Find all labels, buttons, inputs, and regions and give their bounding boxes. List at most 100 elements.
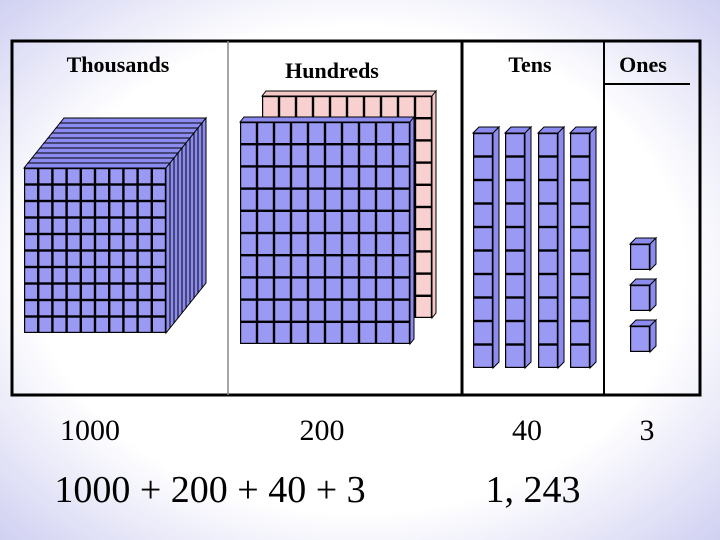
thousand-layer-cell bbox=[53, 268, 66, 283]
hundred-flat-cell bbox=[309, 167, 324, 188]
hundred-flat-cell bbox=[326, 123, 341, 143]
thousand-layer-cell bbox=[138, 202, 151, 217]
thousand-layer-cell bbox=[53, 317, 66, 332]
hundred-flat-cell bbox=[343, 234, 358, 254]
hundred-flat-cell bbox=[292, 256, 307, 277]
hundred-flat-cell bbox=[326, 300, 341, 321]
hundred-flat-cell bbox=[377, 256, 392, 277]
hundred-flat-cell bbox=[309, 323, 324, 343]
hundred-flat-cell bbox=[314, 97, 329, 117]
hundred-flat-cell bbox=[343, 300, 358, 321]
thousand-layer-cell bbox=[153, 169, 165, 184]
hundred-flat-cell bbox=[377, 167, 392, 188]
thousand-layer-cell bbox=[53, 202, 66, 217]
hundred-flat-cell bbox=[394, 123, 409, 143]
thousand-layer-cell bbox=[67, 169, 80, 184]
hundred-flat-cell bbox=[377, 278, 392, 299]
thousand-layer-cell bbox=[82, 235, 94, 250]
value: 200 bbox=[300, 414, 345, 447]
thousand-layer-cell bbox=[82, 301, 94, 316]
thousand-layer-cell bbox=[53, 169, 66, 184]
hundred-flat-cell bbox=[394, 300, 409, 321]
hundred-flat-cell bbox=[416, 252, 431, 273]
hundred-flat-cell bbox=[292, 234, 307, 254]
ten-rod-cell bbox=[571, 181, 589, 203]
hundred-flat-cell bbox=[263, 97, 278, 117]
block-side bbox=[492, 125, 500, 370]
thousand-layer-cell bbox=[67, 185, 80, 200]
hundred-flat-cell bbox=[394, 167, 409, 188]
hundred-flat-cell bbox=[309, 145, 324, 166]
thousand-layer-cell bbox=[39, 284, 52, 299]
hundred-flat-cell bbox=[360, 212, 375, 232]
hundred-flat-cell bbox=[360, 145, 375, 166]
ten-rod-cell bbox=[474, 228, 492, 250]
ten-rod-cell bbox=[474, 345, 492, 367]
hundred-flat-cell bbox=[309, 278, 324, 299]
hundred-flat-cell bbox=[326, 167, 341, 188]
thousand-layer-cell bbox=[82, 284, 94, 299]
header: Hundreds bbox=[285, 58, 379, 83]
hundred-flat-cell bbox=[241, 256, 256, 277]
ten-rod-cell bbox=[539, 157, 557, 179]
thousand-layer-cell bbox=[96, 169, 108, 184]
thousand-layer-cell bbox=[67, 202, 80, 217]
hundred-flat-cell bbox=[360, 234, 375, 254]
hundred-flat-cell bbox=[275, 256, 290, 277]
block-side bbox=[649, 277, 657, 313]
hundred-flat-cell bbox=[241, 167, 256, 188]
thousand-layer-cell bbox=[153, 284, 165, 299]
block-top bbox=[34, 147, 184, 154]
block-side bbox=[557, 125, 565, 370]
hundred-flat-cell bbox=[292, 167, 307, 188]
hundred-flat-cell bbox=[416, 119, 431, 140]
hundred-flat-cell bbox=[280, 97, 295, 117]
thousand-layer-cell bbox=[25, 169, 37, 184]
hundred-flat-cell bbox=[416, 230, 431, 251]
thousand-layer-cell bbox=[110, 284, 123, 299]
expression: 1000 + 200 + 40 + 3 bbox=[54, 469, 365, 511]
hundred-flat-cell bbox=[360, 256, 375, 277]
ten-rod-cell bbox=[474, 134, 492, 156]
hundred-flat-cell bbox=[275, 278, 290, 299]
thousand-layer-cell bbox=[25, 284, 37, 299]
hundred-flat-cell bbox=[275, 167, 290, 188]
hundred-flat-cell bbox=[275, 123, 290, 143]
hundred-flat-cell bbox=[377, 212, 392, 232]
thousand-layer-cell bbox=[53, 218, 66, 233]
hundred-flat-cell bbox=[258, 145, 273, 166]
thousand-layer-cell bbox=[82, 202, 94, 217]
thousand-layer-cell bbox=[67, 268, 80, 283]
ten-rod-cell bbox=[506, 251, 524, 273]
ten-rod-cell bbox=[571, 157, 589, 179]
ten-rod-cell bbox=[571, 204, 589, 226]
ten-rod-cell bbox=[474, 181, 492, 203]
hundred-flat-cell bbox=[394, 145, 409, 166]
hundred-flat-cell bbox=[326, 145, 341, 166]
hundred-flat-cell bbox=[275, 212, 290, 232]
hundred-flat-cell bbox=[331, 97, 346, 117]
ten-rod-cell bbox=[571, 298, 589, 320]
ten-rod-cell bbox=[474, 204, 492, 226]
block-top bbox=[22, 162, 172, 169]
thousand-layer-cell bbox=[39, 251, 52, 266]
hundred-flat-cell bbox=[258, 300, 273, 321]
block-side bbox=[649, 318, 657, 354]
thousand-layer-cell bbox=[96, 235, 108, 250]
hundred-flat-cell bbox=[416, 163, 431, 184]
thousand-layer-cell bbox=[39, 268, 52, 283]
thousand-layer-cell bbox=[138, 317, 151, 332]
hundred-flat-cell bbox=[309, 300, 324, 321]
thousand-layer-cell bbox=[25, 251, 37, 266]
thousand-layer-cell bbox=[138, 268, 151, 283]
hundred-flat-cell bbox=[348, 97, 363, 117]
block-side bbox=[649, 236, 657, 272]
thousand-layer-cell bbox=[82, 317, 94, 332]
thousand-layer-cell bbox=[153, 251, 165, 266]
table-frame bbox=[10, 39, 702, 397]
thousand-layer-cell bbox=[153, 268, 165, 283]
block-side bbox=[409, 115, 415, 346]
thousand-layer-cell bbox=[138, 284, 151, 299]
ten-rod-cell bbox=[474, 275, 492, 297]
blocks bbox=[22, 89, 658, 370]
